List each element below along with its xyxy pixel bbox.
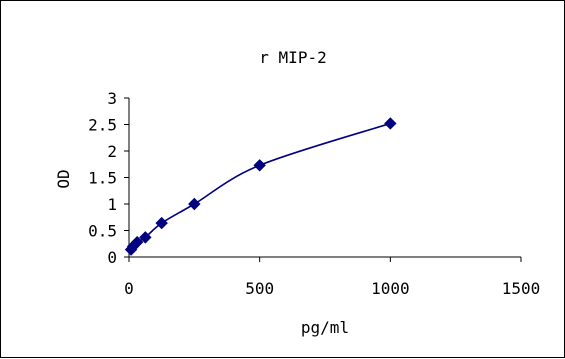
data-point	[130, 235, 144, 249]
y-tick-label: 3	[107, 89, 117, 108]
data-point	[253, 159, 266, 172]
y-tick-label: 1	[107, 195, 117, 214]
x-tick-label: 500	[245, 279, 274, 298]
chart-title: r MIP-2	[259, 48, 326, 67]
y-axis-label: OD	[54, 169, 73, 188]
y-tick-label: 2.5	[88, 116, 117, 135]
y-tick-label: 0	[107, 248, 117, 267]
y-tick-label: 0.5	[88, 222, 117, 241]
series-line	[130, 122, 391, 251]
data-point	[188, 197, 201, 211]
x-tick-label: 0	[124, 279, 134, 298]
axes	[124, 97, 522, 262]
y-tick-label: 1.5	[88, 169, 117, 188]
y-tick-label: 2	[107, 142, 117, 161]
x-axis-label: pg/ml	[301, 318, 349, 337]
x-tick-label: 1000	[371, 279, 410, 298]
x-tick-label: 1500	[502, 279, 541, 298]
series-group	[124, 117, 397, 256]
y-tick-labels: 0 0.5 1 1.5 2 2.5 3	[88, 89, 117, 267]
data-point	[155, 216, 168, 230]
data-point	[139, 231, 152, 244]
data-point	[384, 117, 397, 130]
x-tick-labels: 0 500 1000 1500	[124, 279, 540, 298]
